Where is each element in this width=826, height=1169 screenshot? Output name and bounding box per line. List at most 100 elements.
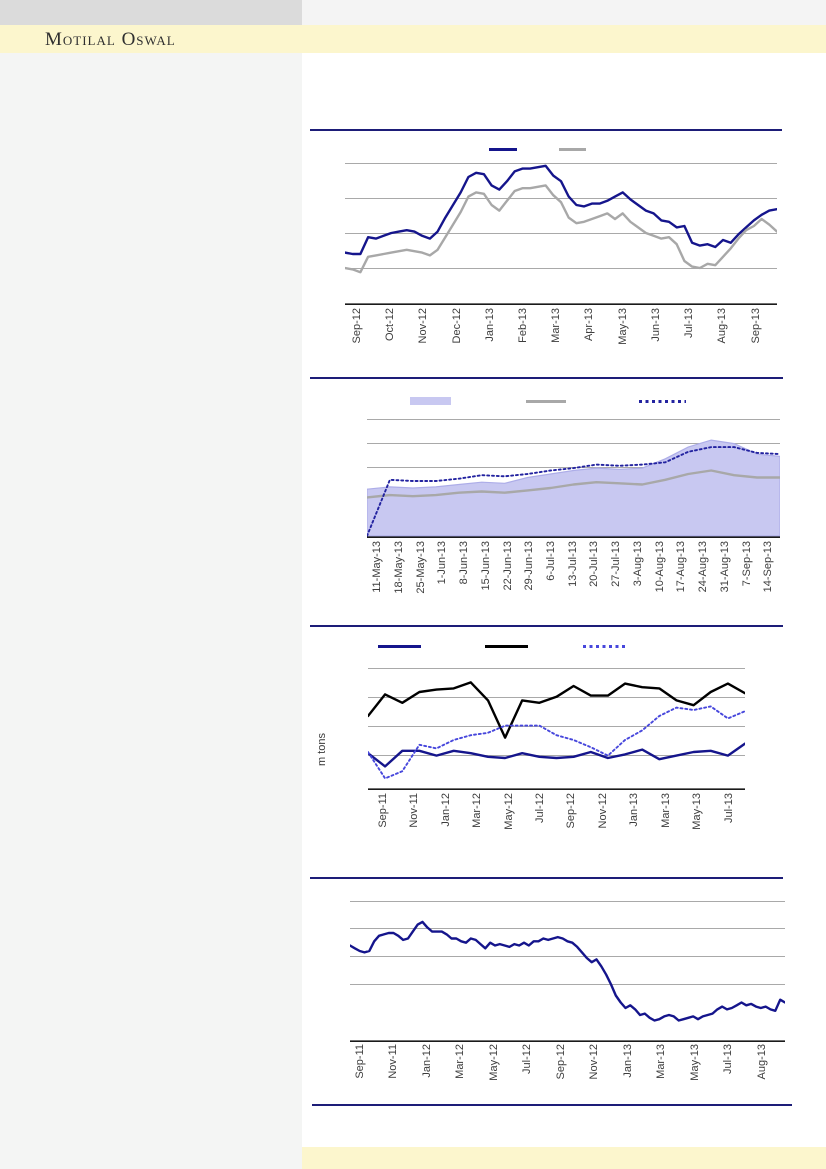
x-axis-tick: Aug-13	[707, 308, 740, 364]
x-axis-tick-label: 11-May-13	[371, 541, 384, 593]
x-axis-tick: Jul-13	[712, 1044, 745, 1104]
x-axis-tick: Jul-13	[714, 793, 745, 847]
x-axis-tick: Mar-13	[645, 1044, 678, 1104]
x-axis-tick: Nov-12	[407, 308, 440, 364]
x-axis-tick-label: May-13	[688, 1044, 701, 1081]
x-axis-tick: Jan-12	[431, 793, 462, 847]
x-axis-tick-label: Jul-12	[534, 793, 547, 823]
x-axis-tick: 24-Aug-13	[693, 541, 715, 613]
x-axis-tick-label: 8-Jun-13	[458, 541, 471, 585]
x-axis-tick-label: Aug-13	[716, 308, 729, 344]
x-axis-tick-label: 27-Jul-13	[610, 541, 623, 587]
x-axis-tick: 1-Jun-13	[432, 541, 454, 613]
x-axis-tick: Sep-12	[557, 793, 588, 847]
x-axis-tick-label: Apr-13	[583, 308, 596, 342]
x-axis-tick-label: Oct-12	[384, 308, 397, 342]
x-axis-tick: Mar-13	[651, 793, 682, 847]
chart2-legend-swatch-dotted-line	[639, 400, 686, 403]
x-axis-tick: Jul-13	[673, 308, 706, 364]
x-axis-tick-label: Mar-13	[655, 1044, 668, 1079]
section-divider	[310, 625, 783, 627]
x-axis-tick: Nov-12	[578, 1044, 611, 1104]
x-axis-tick: May-12	[478, 1044, 511, 1104]
x-axis-tick: Oct-12	[374, 308, 407, 364]
chart4-x-axis-labels: Sep-11 Nov-11 Jan-12 Mar-12 May-12 Jul-12 Sep-…	[344, 1044, 779, 1104]
x-axis-tick-label: May-13	[616, 308, 629, 345]
x-axis-tick-label: 31-Aug-13	[718, 541, 731, 593]
chart3-plot-area	[368, 668, 745, 791]
x-axis-tick-label: 1-Jun-13	[436, 541, 449, 585]
x-axis-tick: 7-Sep-13	[736, 541, 758, 613]
x-axis-tick-label: Sep-11	[353, 1044, 366, 1079]
x-axis-tick: Sep-12	[341, 308, 374, 364]
x-axis-tick-label: 17-Aug-13	[675, 541, 688, 593]
x-axis-tick: Jan-13	[619, 793, 650, 847]
chart3-y-axis-title: m tons	[316, 733, 328, 767]
x-axis-tick: Feb-13	[507, 308, 540, 364]
x-axis-tick-label: Aug-13	[755, 1044, 768, 1080]
chart4-plot-area	[350, 901, 785, 1043]
x-axis-tick-label: Sep-11	[376, 793, 389, 828]
x-axis-tick: Mar-13	[540, 308, 573, 364]
x-axis-tick-label: Sep-12	[565, 793, 578, 829]
x-axis-tick: 11-May-13	[367, 541, 389, 613]
x-axis-tick-label: 22-Jun-13	[501, 541, 514, 591]
top-right-gray-strip	[302, 0, 826, 25]
section-divider	[310, 877, 783, 879]
brand-header-band: Motilal Oswal	[0, 25, 826, 53]
chart1-legend-swatch-gray-line	[559, 148, 586, 151]
x-axis-tick-label: Nov-11	[387, 1044, 400, 1079]
x-axis-tick-label: 25-May-13	[414, 541, 427, 594]
chart3-legend-swatch-navy-line	[378, 645, 421, 648]
brand-logo-text: Motilal Oswal	[45, 29, 176, 50]
x-axis-tick: Nov-11	[399, 793, 430, 847]
x-axis-tick: Apr-13	[574, 308, 607, 364]
x-axis-tick-label: Sep-12	[350, 308, 363, 344]
x-axis-tick: 15-Jun-13	[476, 541, 498, 613]
chart3-legend-swatch-dotted-line	[583, 645, 626, 648]
x-axis-tick-label: Jan-12	[420, 1044, 433, 1078]
x-axis-tick-label: 20-Jul-13	[588, 541, 601, 587]
x-axis-tick-label: 7-Sep-13	[740, 541, 753, 587]
x-axis-tick-label: 29-Jun-13	[523, 541, 536, 591]
x-axis-tick: Dec-12	[441, 308, 474, 364]
x-axis-tick-label: Jan-13	[628, 793, 641, 827]
x-axis-tick: May-12	[494, 793, 525, 847]
x-axis-tick: 3-Aug-13	[628, 541, 650, 613]
x-axis-tick-label: Mar-13	[550, 308, 563, 343]
x-axis-tick: 10-Aug-13	[650, 541, 672, 613]
x-axis-tick: Jan-13	[612, 1044, 645, 1104]
x-axis-tick: Sep-13	[740, 308, 773, 364]
x-axis-tick: 13-Jul-13	[563, 541, 585, 613]
chart2-plot-area	[367, 419, 780, 539]
x-axis-tick: 14-Sep-13	[758, 541, 780, 613]
x-axis-tick-label: Feb-13	[517, 308, 530, 343]
x-axis-tick-label: Jan-13	[483, 308, 496, 342]
left-margin-column	[0, 53, 302, 1169]
x-axis-tick-label: 6-Jul-13	[544, 541, 557, 581]
x-axis-tick-label: Jul-13	[722, 793, 735, 823]
x-axis-tick-label: Nov-12	[588, 1044, 601, 1080]
x-axis-tick-label: Jul-12	[521, 1044, 534, 1074]
x-axis-tick-label: May-13	[691, 793, 704, 830]
x-axis-tick: Sep-11	[344, 1044, 377, 1104]
chart3-y-axis-title-wrap: m tons	[312, 718, 332, 782]
x-axis-tick: Nov-12	[588, 793, 619, 847]
x-axis-tick-label: 15-Jun-13	[479, 541, 492, 591]
x-axis-tick-label: Mar-12	[471, 793, 484, 828]
x-axis-tick: 6-Jul-13	[541, 541, 563, 613]
x-axis-tick-label: 14-Sep-13	[762, 541, 775, 593]
chart2-legend-swatch-gray-line	[526, 400, 566, 403]
x-axis-tick-label: Mar-13	[659, 793, 672, 828]
chart1-x-axis-labels: Sep-12 Oct-12 Nov-12 Dec-12 Jan-13 Feb-13 Mar-…	[341, 308, 773, 364]
x-axis-tick-label: 13-Jul-13	[566, 541, 579, 587]
x-axis-tick: 20-Jul-13	[584, 541, 606, 613]
x-axis-tick: Jul-12	[525, 793, 556, 847]
x-axis-tick: Jun-13	[640, 308, 673, 364]
x-axis-tick-label: 10-Aug-13	[653, 541, 666, 593]
x-axis-tick-label: Jul-13	[683, 308, 696, 338]
x-axis-tick: May-13	[607, 308, 640, 364]
x-axis-tick: Jan-12	[411, 1044, 444, 1104]
x-axis-tick-label: 24-Aug-13	[697, 541, 710, 593]
